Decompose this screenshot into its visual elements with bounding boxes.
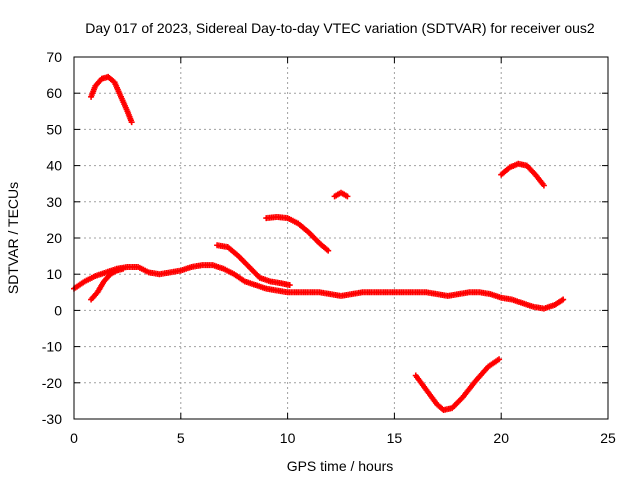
series-arc-2: [71, 262, 567, 312]
x-tick-label: 10: [280, 430, 296, 446]
y-tick-labels: -30 -20 -10 0 10 20 30 40 50 60 70: [42, 49, 608, 427]
data-point: [496, 356, 503, 363]
data-point: [560, 296, 567, 303]
y-tick-label: 60: [46, 85, 62, 101]
y-tick-label: 30: [46, 194, 62, 210]
y-tick-label: 70: [46, 49, 62, 65]
data-point: [286, 282, 293, 289]
data-point: [128, 119, 135, 126]
x-tick-labels: 0 5 10 15 20 25: [70, 57, 616, 446]
series-arc-3: [88, 265, 127, 303]
x-tick-label: 15: [387, 430, 403, 446]
series-arc-4: [214, 242, 293, 289]
grid-lines: [74, 57, 608, 419]
y-tick-label: 50: [46, 121, 62, 137]
data-point: [540, 182, 547, 189]
y-tick-label: -10: [42, 339, 62, 355]
y-tick-label: 20: [46, 230, 62, 246]
x-tick-label: 0: [70, 430, 78, 446]
data-point: [344, 193, 351, 200]
data-point: [325, 247, 332, 254]
series-arc-7: [412, 356, 503, 413]
series-arc-5: [263, 214, 332, 254]
data-marks: [71, 73, 567, 413]
series-arc-6: [331, 189, 351, 200]
y-axis-label: SDTVAR / TECUs: [5, 182, 21, 294]
series-arc-8: [498, 160, 547, 189]
chart-title: Day 017 of 2023, Sidereal Day-to-day VTE…: [85, 20, 595, 36]
data-point: [120, 265, 127, 272]
y-tick-label: -30: [42, 411, 62, 427]
y-tick-label: -20: [42, 375, 62, 391]
x-tick-label: 25: [600, 430, 616, 446]
x-tick-label: 5: [177, 430, 185, 446]
y-tick-label: 10: [46, 266, 62, 282]
x-axis-label: GPS time / hours: [287, 458, 394, 474]
y-tick-label: 0: [54, 302, 62, 318]
x-tick-label: 20: [493, 430, 509, 446]
y-tick-label: 40: [46, 158, 62, 174]
series-arc-1: [88, 73, 135, 126]
